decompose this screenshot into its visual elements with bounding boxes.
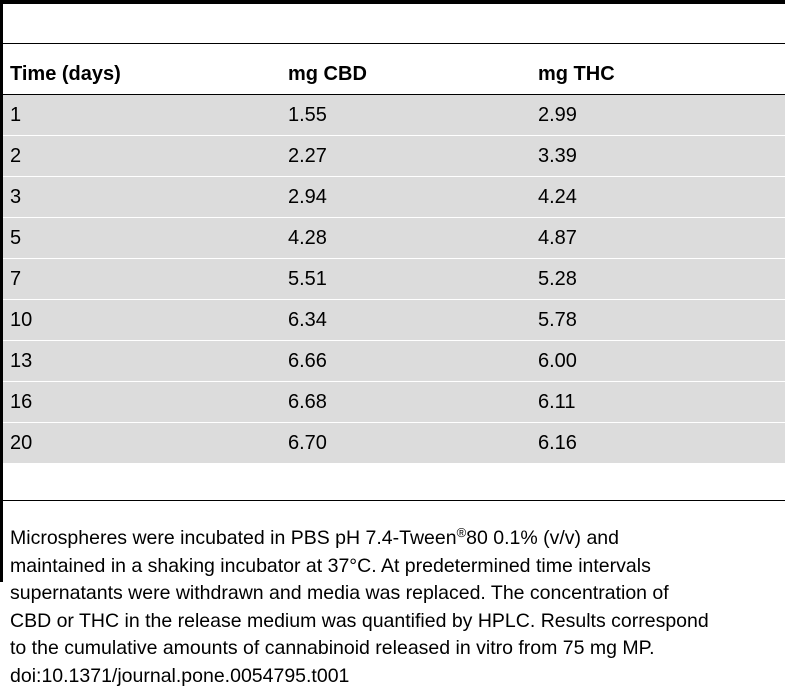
table-row: 5 4.28 4.87 [3,218,785,259]
footnote-text: Microspheres were incubated in PBS pH 7.… [10,527,457,549]
cell-cbd: 5.51 [281,259,531,300]
table-row: 13 6.66 6.00 [3,341,785,382]
cell-thc: 5.78 [531,300,785,341]
cell-thc: 6.16 [531,423,785,464]
cell-thc: 5.28 [531,259,785,300]
cell-cbd: 2.94 [281,177,531,218]
table-row: 7 5.51 5.28 [3,259,785,300]
release-table: Time (days) mg CBD mg THC 1 1.55 2.99 2 … [3,54,785,464]
cell-time: 13 [3,341,281,382]
column-header-cbd: mg CBD [281,54,531,95]
cell-time: 10 [3,300,281,341]
footnote-text: 80 0.1% (v/v) and [466,527,619,549]
table-row: 1 1.55 2.99 [3,95,785,136]
cell-time: 5 [3,218,281,259]
cell-time: 20 [3,423,281,464]
table-row: 10 6.34 5.78 [3,300,785,341]
table-top-rule [3,0,785,4]
cell-cbd: 6.66 [281,341,531,382]
cell-cbd: 2.27 [281,136,531,177]
table-row: 2 2.27 3.39 [3,136,785,177]
cell-time: 3 [3,177,281,218]
footnote-line: CBD or THC in the release medium was qua… [10,608,785,636]
footnote-line: to the cumulative amounts of cannabinoid… [10,635,785,663]
cell-cbd: 6.68 [281,382,531,423]
header-top-rule [3,43,785,44]
column-header-time: Time (days) [3,54,281,95]
cell-time: 1 [3,95,281,136]
footnote-line: Microspheres were incubated in PBS pH 7.… [10,525,785,553]
cell-thc: 4.24 [531,177,785,218]
table-footnote: Microspheres were incubated in PBS pH 7.… [10,525,785,690]
cell-thc: 4.87 [531,218,785,259]
column-header-thc: mg THC [531,54,785,95]
release-table-container: Time (days) mg CBD mg THC 1 1.55 2.99 2 … [3,54,785,464]
cell-cbd: 6.70 [281,423,531,464]
cell-thc: 6.00 [531,341,785,382]
table-row: 16 6.68 6.11 [3,382,785,423]
cell-cbd: 1.55 [281,95,531,136]
cell-time: 7 [3,259,281,300]
table-bottom-rule [3,500,785,501]
table-row: 3 2.94 4.24 [3,177,785,218]
cell-cbd: 6.34 [281,300,531,341]
registered-mark: ® [457,525,467,540]
cell-thc: 6.11 [531,382,785,423]
cell-thc: 2.99 [531,95,785,136]
table-row: 20 6.70 6.16 [3,423,785,464]
doi-text: doi:10.1371/journal.pone.0054795.t001 [10,663,785,690]
table-header-row: Time (days) mg CBD mg THC [3,54,785,95]
cell-thc: 3.39 [531,136,785,177]
cell-time: 2 [3,136,281,177]
cell-cbd: 4.28 [281,218,531,259]
cell-time: 16 [3,382,281,423]
footnote-line: maintained in a shaking incubator at 37°… [10,553,785,581]
footnote-line: supernatants were withdrawn and media wa… [10,580,785,608]
